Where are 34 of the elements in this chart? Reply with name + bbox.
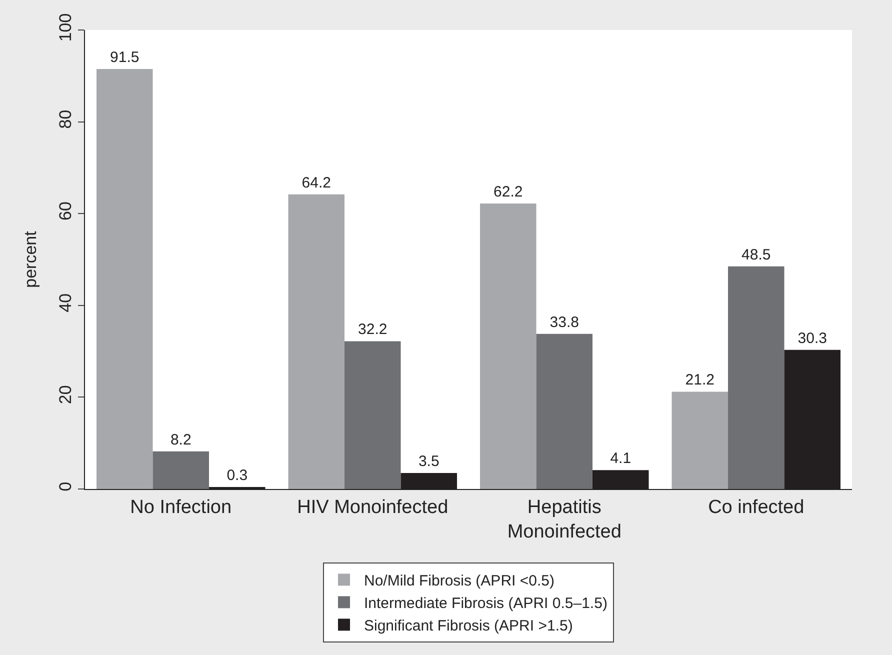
bar: [344, 341, 401, 489]
bar: [728, 266, 784, 489]
y-axis-title: percent: [20, 230, 40, 288]
y-tick-label: 60: [56, 202, 76, 221]
y-tick-label: 80: [56, 110, 76, 129]
data-label: 0.3: [226, 467, 248, 484]
x-tick-label: Hepatitis Monoinfected: [507, 496, 622, 542]
legend-label: Intermediate Fibrosis (APRI 0.5–1.5): [364, 595, 608, 612]
x-tick-label: No Infection: [130, 496, 232, 518]
bar: [288, 194, 344, 489]
data-label: 30.3: [798, 330, 827, 347]
y-tick-label: 0: [56, 482, 76, 492]
y-tick-label: 20: [56, 385, 76, 404]
bar: [536, 334, 592, 489]
data-label: 91.5: [110, 49, 140, 66]
data-label: 32.2: [358, 321, 388, 338]
data-label: 64.2: [302, 174, 331, 192]
legend-label: Significant Fibrosis (APRI >1.5): [364, 618, 573, 635]
x-tick-label: HIV Monoinfected: [297, 496, 448, 518]
legend-label: No/Mild Fibrosis (APRI <0.5): [364, 572, 554, 590]
data-label: 62.2: [494, 184, 523, 200]
data-label: 8.2: [170, 431, 192, 448]
bar: [96, 69, 153, 489]
data-label: 4.1: [610, 450, 632, 468]
data-label: 33.8: [550, 314, 579, 331]
y-tick-label: 100: [56, 13, 76, 42]
y-tick-label: 40: [56, 293, 76, 312]
data-label: 48.5: [742, 246, 771, 264]
x-tick-label: Co infected: [708, 496, 804, 518]
bar: [152, 451, 209, 489]
bar: [672, 392, 728, 489]
bar: [480, 204, 536, 489]
data-label: 21.2: [685, 372, 714, 389]
data-label: 3.5: [418, 452, 440, 470]
